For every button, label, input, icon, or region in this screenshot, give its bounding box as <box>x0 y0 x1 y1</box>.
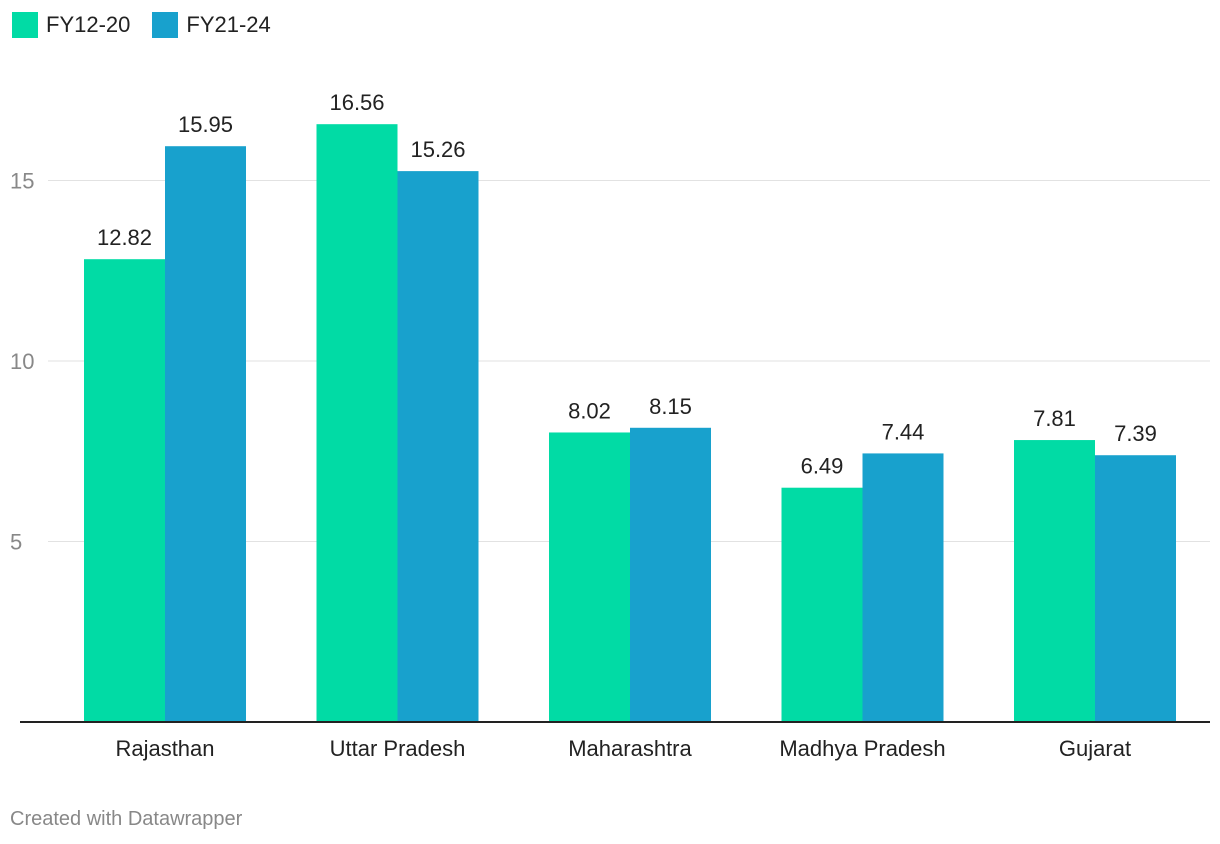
value-label-madhya-pradesh-series-2: 7.44 <box>882 419 925 444</box>
x-tick-label-maharashtra: Maharashtra <box>568 736 692 761</box>
x-tick-label-uttar-pradesh: Uttar Pradesh <box>330 736 466 761</box>
credit-text: Created with Datawrapper <box>10 808 243 830</box>
bar-gujarat-series-1 <box>1014 440 1095 722</box>
value-label-gujarat-series-2: 7.39 <box>1114 421 1157 446</box>
bars <box>84 124 1176 722</box>
legend-swatch-series-2 <box>152 12 179 38</box>
bar-rajasthan-series-1 <box>84 259 165 722</box>
legend-swatch-series-1 <box>12 12 38 38</box>
legend-item-series-1: FY12-20 <box>12 12 130 38</box>
bar-chart: 5 10 15 12.82 15.95 16.56 15.26 8.02 8.15 6.49 7.… <box>10 90 1210 761</box>
bar-madhya-pradesh-series-1 <box>781 487 863 722</box>
value-label-uttar-pradesh-series-2: 15.26 <box>410 137 465 162</box>
value-label-gujarat-series-1: 7.81 <box>1033 406 1076 431</box>
y-tick-label-10: 10 <box>10 349 34 374</box>
bar-uttar-pradesh-series-2 <box>397 171 479 722</box>
y-tick-label-5: 5 <box>10 530 22 555</box>
value-label-rajasthan-series-1: 12.82 <box>97 225 152 250</box>
bar-maharashtra-series-2 <box>630 427 711 722</box>
value-label-madhya-pradesh-series-1: 6.49 <box>801 454 844 479</box>
bar-maharashtra-series-1 <box>549 432 630 722</box>
x-axis: Rajasthan Uttar Pradesh Maharashtra Madhya … <box>20 721 1210 761</box>
x-tick-label-rajasthan: Rajasthan <box>115 736 214 761</box>
value-label-rajasthan-series-2: 15.95 <box>178 112 233 137</box>
legend-label-series-1: FY12-20 <box>46 12 131 37</box>
x-tick-label-gujarat: Gujarat <box>1059 736 1131 761</box>
value-label-maharashtra-series-1: 8.02 <box>568 398 611 423</box>
x-tick-label-madhya-pradesh: Madhya Pradesh <box>779 736 945 761</box>
legend: FY12-20 FY21-24 <box>12 12 271 38</box>
bar-uttar-pradesh-series-1 <box>316 124 398 722</box>
bar-gujarat-series-2 <box>1095 455 1176 722</box>
value-label-maharashtra-series-2: 8.15 <box>649 394 692 419</box>
bar-rajasthan-series-2 <box>165 146 246 722</box>
legend-label-series-2: FY21-24 <box>186 12 271 37</box>
value-label-uttar-pradesh-series-1: 16.56 <box>329 90 384 115</box>
y-tick-label-15: 15 <box>10 169 34 194</box>
value-labels: 12.82 15.95 16.56 15.26 8.02 8.15 6.49 7.44 7.81… <box>97 90 1157 479</box>
legend-item-series-2: FY21-24 <box>152 12 271 38</box>
bar-madhya-pradesh-series-2 <box>862 453 944 722</box>
